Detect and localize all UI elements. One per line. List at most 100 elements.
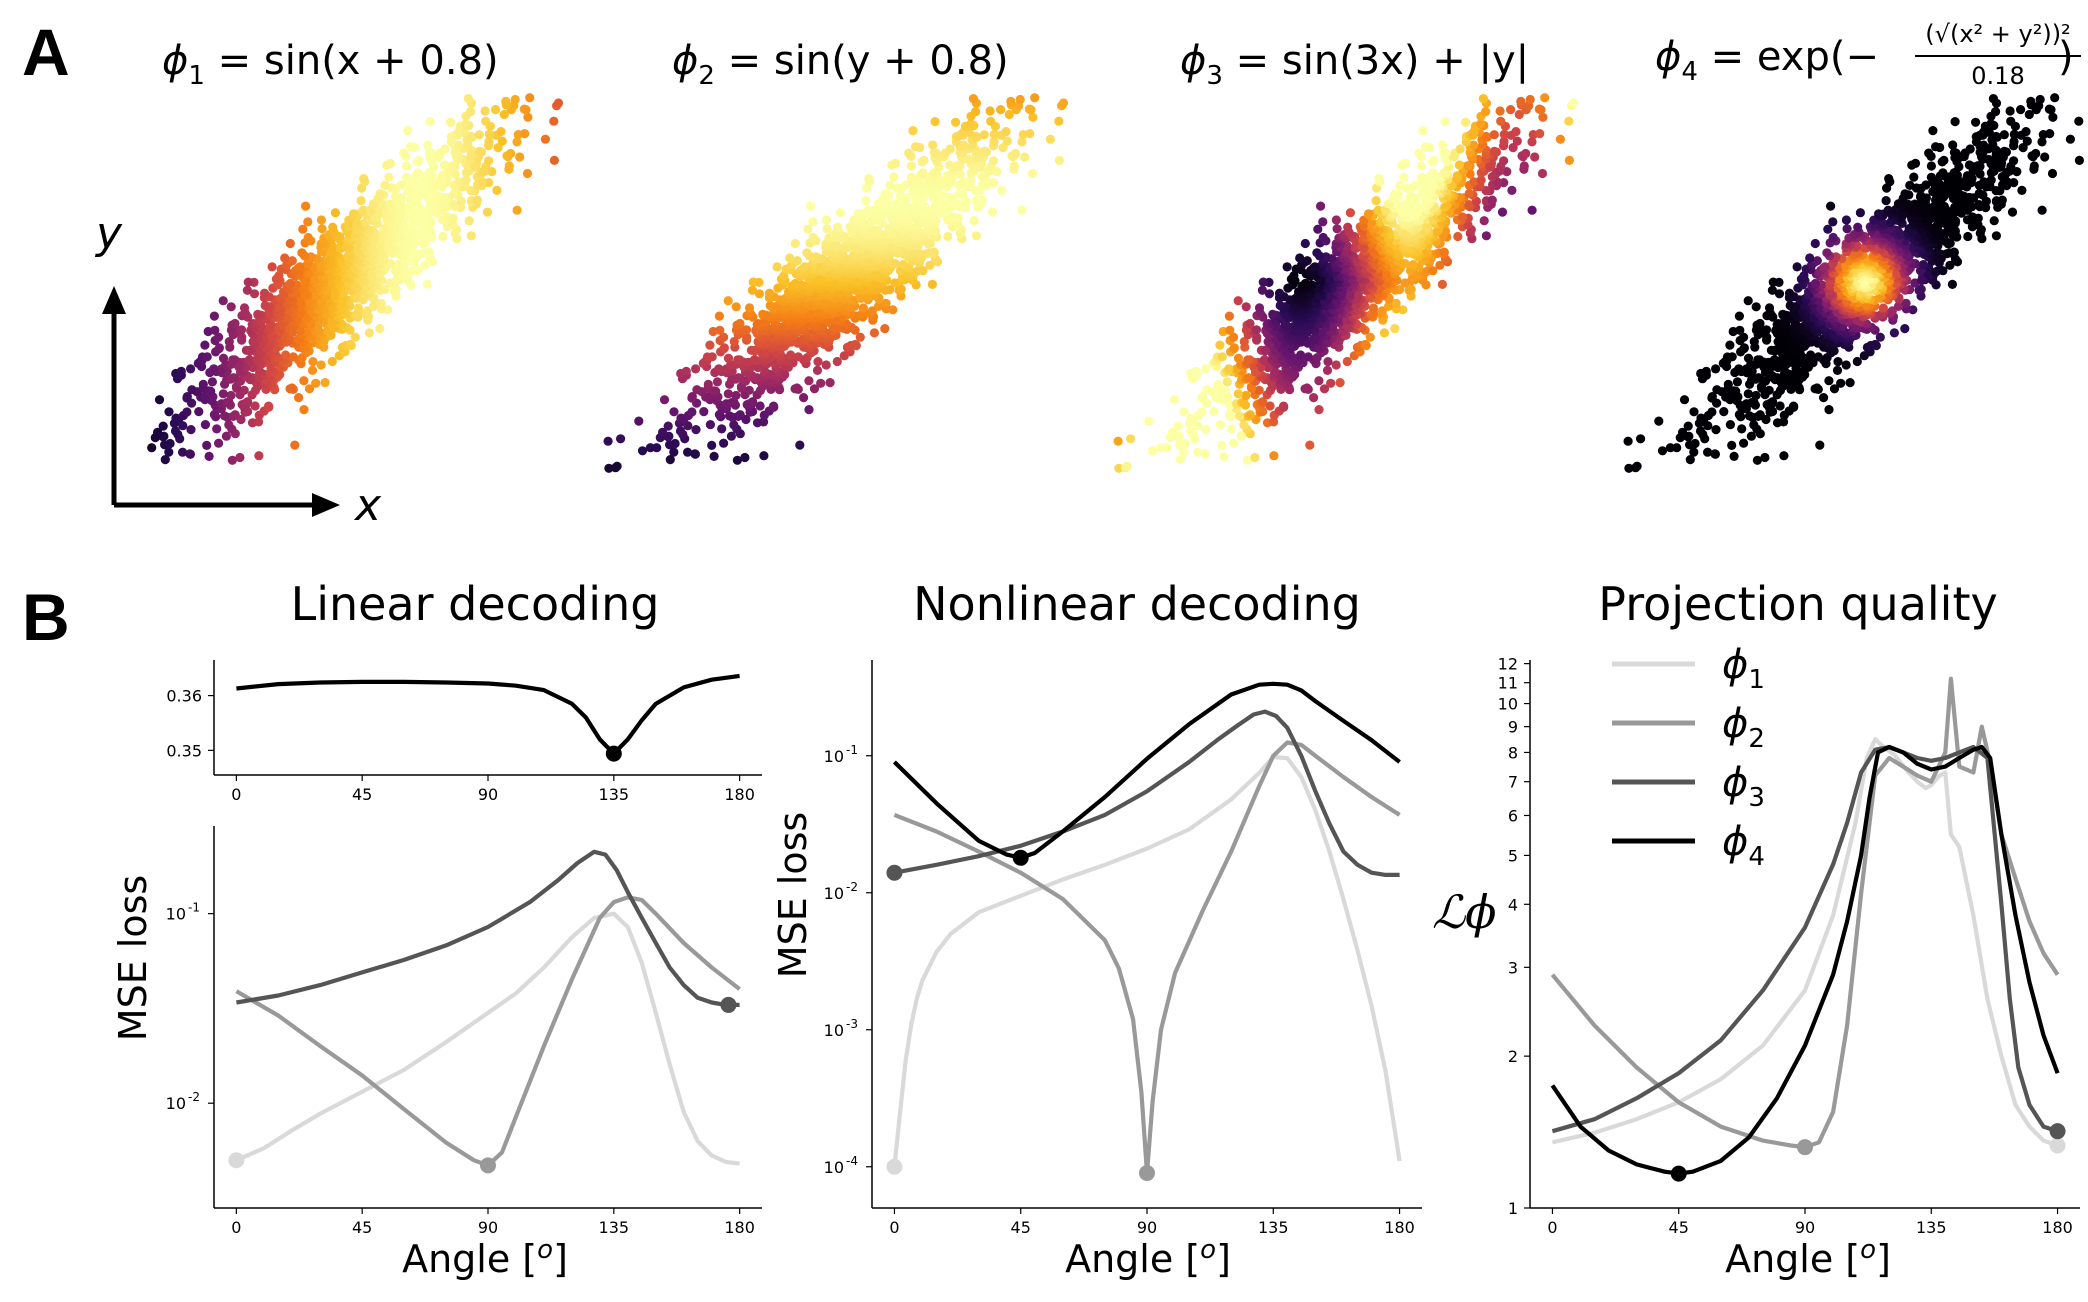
scatter-point [1711, 364, 1721, 374]
scatter-point [414, 155, 424, 165]
scatter-point [652, 443, 662, 453]
scatter-point [1244, 373, 1254, 383]
scatter-point [1326, 378, 1336, 388]
scatter-point [927, 279, 938, 289]
scatter-point [1530, 152, 1540, 162]
scatter-point [1428, 168, 1438, 178]
scatter-point [806, 201, 816, 211]
scatter-point [1229, 343, 1239, 353]
scatter-point [723, 296, 733, 306]
scatter-point [1737, 424, 1747, 434]
scatter-point [285, 278, 295, 289]
scatter-point [1201, 425, 1211, 435]
scatter-point [1258, 397, 1268, 407]
scatter-point [1191, 366, 1201, 376]
scatter-point [759, 451, 769, 461]
scatter-point [1623, 436, 1633, 446]
scatter-point [944, 160, 955, 170]
scatter-point [1274, 288, 1285, 298]
scatter-point [971, 107, 981, 117]
scatter-point [1743, 353, 1754, 363]
scatter-point [1390, 189, 1400, 199]
scatter-point [719, 343, 730, 353]
scatter-point [1383, 301, 1394, 311]
phi4-numerator: (√(x² + y²))² [1925, 20, 2070, 48]
scatter-point [1497, 207, 1508, 217]
scatter-point [748, 277, 758, 287]
scatter-point [420, 260, 430, 270]
scatter-point [301, 201, 311, 211]
scatter-point [714, 364, 724, 374]
scatter-point [1683, 421, 1693, 431]
scatter-point [1202, 385, 1212, 395]
scatter-point [1054, 116, 1064, 126]
scatter-point [1054, 155, 1064, 165]
scatter-point [522, 168, 533, 179]
scatter-point [1824, 405, 1834, 415]
scatter-point [955, 169, 965, 179]
scatter-point [200, 420, 210, 430]
scatter-point [226, 390, 236, 401]
scatter-point [812, 365, 823, 375]
scatter-point [1514, 109, 1524, 120]
scatter-point [288, 352, 298, 362]
scatter-point [996, 105, 1006, 115]
scatter-point [1368, 303, 1378, 313]
scatter-point [802, 248, 812, 258]
scatter-point [1245, 410, 1255, 420]
scatter-point [1751, 302, 1761, 312]
scatter-point [1418, 126, 1428, 136]
scatter-point [499, 109, 509, 120]
scatter-point [954, 200, 964, 210]
scatter-point [1302, 256, 1312, 266]
scatter-point [1701, 366, 1711, 376]
scatter-point [744, 303, 755, 313]
scatter-point [880, 189, 890, 199]
scatter-point [1319, 384, 1330, 394]
scatter-point [1489, 130, 1499, 140]
scatter-point [968, 94, 979, 104]
scatter-point [303, 232, 313, 243]
scatter-point [1689, 407, 1699, 417]
scatter-point [1901, 298, 1911, 308]
phi4-title: ϕ4 = exp(− [1655, 34, 1879, 87]
y-axis-label: y [94, 208, 123, 259]
scatter-point [164, 407, 174, 417]
scatter-point [1197, 407, 1207, 417]
scatter-point [985, 106, 995, 116]
scatter-point [1893, 301, 1904, 311]
scatter-point [1269, 417, 1279, 427]
scatter-point [918, 266, 928, 276]
scatter-point [1453, 231, 1463, 242]
scatter-point [1313, 224, 1323, 234]
scatter-point [670, 438, 680, 449]
scatter-point [858, 303, 869, 313]
scatter-point [1155, 443, 1165, 453]
scatter-point [218, 353, 229, 363]
scatter-point [1511, 127, 1521, 137]
scatter-point [1400, 199, 1410, 209]
scatter-point [729, 337, 739, 347]
phi4-close-paren: ) [2058, 34, 2074, 80]
scatter-point [1265, 401, 1275, 411]
scatter-point [230, 410, 240, 420]
scatter-point [1732, 377, 1742, 387]
scatter-point [835, 208, 846, 218]
scatter-point [281, 350, 291, 360]
scatter-point [1815, 440, 1825, 450]
scatter-point [1275, 300, 1285, 311]
scatter-point [504, 161, 514, 171]
scatter-point [422, 279, 432, 289]
scatter-point [803, 224, 813, 234]
scatter-point [726, 431, 737, 441]
scatter-point [1332, 224, 1342, 234]
scatter-point [979, 130, 989, 140]
scatter-point [1251, 325, 1262, 335]
scatter-point [1421, 142, 1431, 152]
scatter-point [1632, 461, 1642, 471]
scatter-point [446, 117, 456, 127]
scatter-point [707, 440, 717, 450]
scatter-point [1126, 434, 1136, 444]
scatter-point [1258, 277, 1268, 287]
scatter-point [320, 378, 330, 388]
